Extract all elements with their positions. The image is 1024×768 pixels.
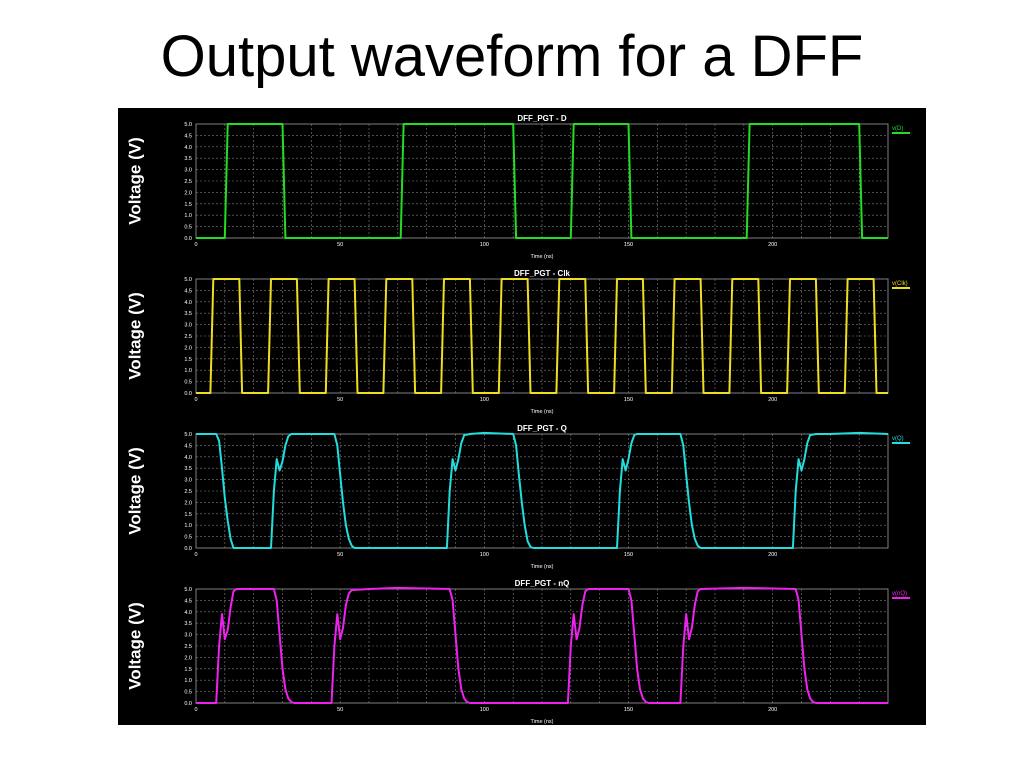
waveform-plots: DFF_PGT - D Voltage (V) 0.0 0.5 1.0 1.5 2.0 2.5… [125, 114, 910, 725]
chart-title: DFF_PGT - Q [517, 424, 567, 433]
x-tick-label: 100 [480, 552, 489, 558]
y-tick-label: 3.0 [184, 633, 192, 639]
series-line [196, 431, 889, 549]
y-tick-label: 4.0 [184, 145, 192, 151]
x-tick-label: 0 [194, 242, 197, 248]
y-tick-label: 5.0 [184, 432, 192, 438]
y-tick-label: 5.0 [184, 122, 192, 128]
y-axis-label: Voltage (V) [125, 292, 144, 380]
y-tick-label: 2.5 [184, 644, 192, 650]
x-tick-label: 50 [337, 552, 343, 558]
legend-label: v(D) [892, 126, 903, 132]
chart-title: DFF_PGT - Clk [514, 269, 571, 278]
y-tick-label: 4.0 [184, 610, 192, 616]
x-axis-label: Time (ns) [530, 564, 553, 570]
x-tick-label: 50 [337, 397, 343, 403]
chart-title: DFF_PGT - D [517, 114, 567, 123]
x-tick-label: 200 [768, 397, 777, 403]
y-tick-label: 0.0 [184, 391, 192, 397]
x-tick-label: 50 [337, 242, 343, 248]
x-tick-label: 0 [194, 707, 197, 713]
y-tick-label: 2.0 [184, 190, 192, 196]
y-tick-label: 4.0 [184, 455, 192, 461]
y-tick-label: 2.0 [184, 500, 192, 506]
series-line [196, 278, 888, 394]
chart-panel-2: DFF_PGT - Q Voltage (V) 0.0 0.5 1.0 1.5 2.0 2.5… [125, 424, 910, 570]
x-tick-label: 150 [624, 552, 633, 558]
y-tick-label: 4.5 [184, 133, 192, 139]
x-tick-label: 50 [337, 707, 343, 713]
y-tick-label: 2.5 [184, 334, 192, 340]
series-line [196, 123, 888, 239]
x-tick-label: 0 [194, 397, 197, 403]
y-tick-label: 1.0 [184, 213, 192, 219]
series-line [196, 586, 888, 704]
y-tick-label: 2.0 [184, 345, 192, 351]
legend-label: v(Q) [892, 436, 904, 442]
waveform-viewer: DFF_PGT - D Voltage (V) 0.0 0.5 1.0 1.5 2.0 2.5… [118, 108, 926, 725]
y-tick-label: 0.5 [184, 535, 192, 541]
legend-label: v(nQ) [892, 591, 907, 597]
y-tick-label: 0.0 [184, 546, 192, 552]
x-axis-label: Time (ns) [530, 719, 553, 725]
y-tick-label: 3.5 [184, 311, 192, 317]
x-tick-label: 150 [624, 242, 633, 248]
y-tick-label: 2.0 [184, 655, 192, 661]
y-tick-label: 1.5 [184, 667, 192, 673]
y-tick-label: 1.5 [184, 202, 192, 208]
chart-title: DFF_PGT - nQ [515, 579, 570, 588]
chart-panel-0: DFF_PGT - D Voltage (V) 0.0 0.5 1.0 1.5 2.0 2.5… [125, 114, 910, 260]
y-tick-label: 5.0 [184, 587, 192, 593]
y-tick-label: 4.5 [184, 598, 192, 604]
chart-panel-3: DFF_PGT - nQ Voltage (V) 0.0 0.5 1.0 1.5 2.0 2.… [125, 579, 910, 725]
x-tick-label: 100 [480, 242, 489, 248]
y-tick-label: 0.5 [184, 380, 192, 386]
x-tick-label: 200 [768, 552, 777, 558]
x-tick-label: 0 [194, 552, 197, 558]
y-tick-label: 1.5 [184, 512, 192, 518]
y-tick-label: 0.0 [184, 236, 192, 242]
y-tick-label: 1.0 [184, 368, 192, 374]
y-tick-label: 3.5 [184, 621, 192, 627]
y-tick-label: 1.5 [184, 357, 192, 363]
x-tick-label: 200 [768, 707, 777, 713]
slide-title: Output waveform for a DFF [160, 24, 864, 89]
y-tick-label: 4.5 [184, 443, 192, 449]
x-tick-label: 150 [624, 397, 633, 403]
y-tick-label: 3.0 [184, 323, 192, 329]
x-axis-label: Time (ns) [530, 254, 553, 260]
legend-label: v(Clk) [892, 281, 908, 287]
y-axis-label: Voltage (V) [125, 602, 144, 690]
y-tick-label: 3.5 [184, 156, 192, 162]
y-tick-label: 2.5 [184, 489, 192, 495]
y-tick-label: 1.0 [184, 678, 192, 684]
y-tick-label: 3.5 [184, 466, 192, 472]
y-tick-label: 3.0 [184, 478, 192, 484]
y-tick-label: 0.5 [184, 225, 192, 231]
y-axis-label: Voltage (V) [125, 447, 144, 535]
x-tick-label: 150 [624, 707, 633, 713]
y-tick-label: 4.5 [184, 288, 192, 294]
y-tick-label: 0.5 [184, 690, 192, 696]
x-tick-label: 100 [480, 397, 489, 403]
y-axis-label: Voltage (V) [125, 137, 144, 225]
y-tick-label: 5.0 [184, 277, 192, 283]
x-tick-label: 200 [768, 242, 777, 248]
y-tick-label: 1.0 [184, 523, 192, 529]
x-tick-label: 100 [480, 707, 489, 713]
chart-panel-1: DFF_PGT - Clk Voltage (V) 0.0 0.5 1.0 1.5 2.0 2… [125, 269, 910, 415]
x-axis-label: Time (ns) [530, 409, 553, 415]
y-tick-label: 2.5 [184, 179, 192, 185]
y-tick-label: 0.0 [184, 701, 192, 707]
y-tick-label: 4.0 [184, 300, 192, 306]
y-tick-label: 3.0 [184, 168, 192, 174]
